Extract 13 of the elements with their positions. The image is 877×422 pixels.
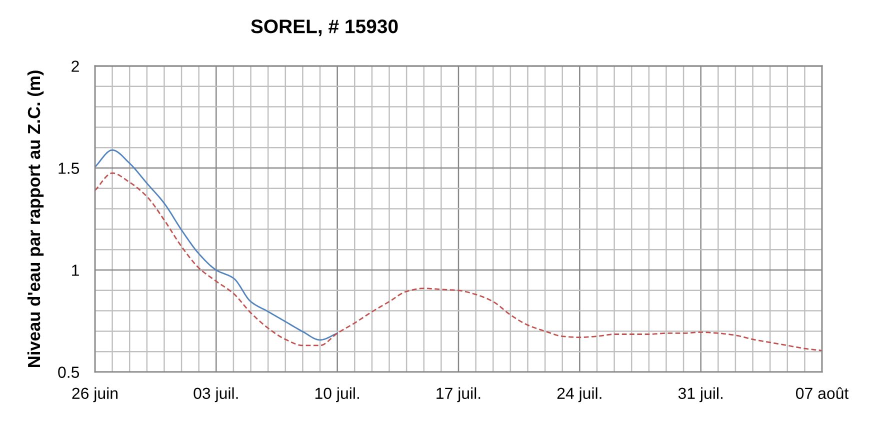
- chart-title: SOREL, # 15930: [251, 20, 398, 36]
- x-tick-label: 24 juil.: [557, 387, 602, 402]
- x-tick-label: 10 juil.: [315, 387, 359, 402]
- x-tick-label: 26 juin: [72, 387, 118, 402]
- y-tick-label: 0.5: [58, 366, 80, 378]
- x-tick-label: 07 août: [796, 387, 849, 400]
- y-tick-label: 1: [72, 264, 79, 276]
- y-tick-label: 1.5: [58, 162, 80, 174]
- y-axis-title: Niveau d'eau par rapport au Z.C. (m): [27, 70, 44, 368]
- x-tick-label: 03 juil.: [194, 387, 238, 402]
- x-tick-label: 17 juil.: [436, 387, 480, 402]
- x-tick-label: 31 juil.: [678, 387, 722, 402]
- y-tick-label: 2: [72, 60, 79, 72]
